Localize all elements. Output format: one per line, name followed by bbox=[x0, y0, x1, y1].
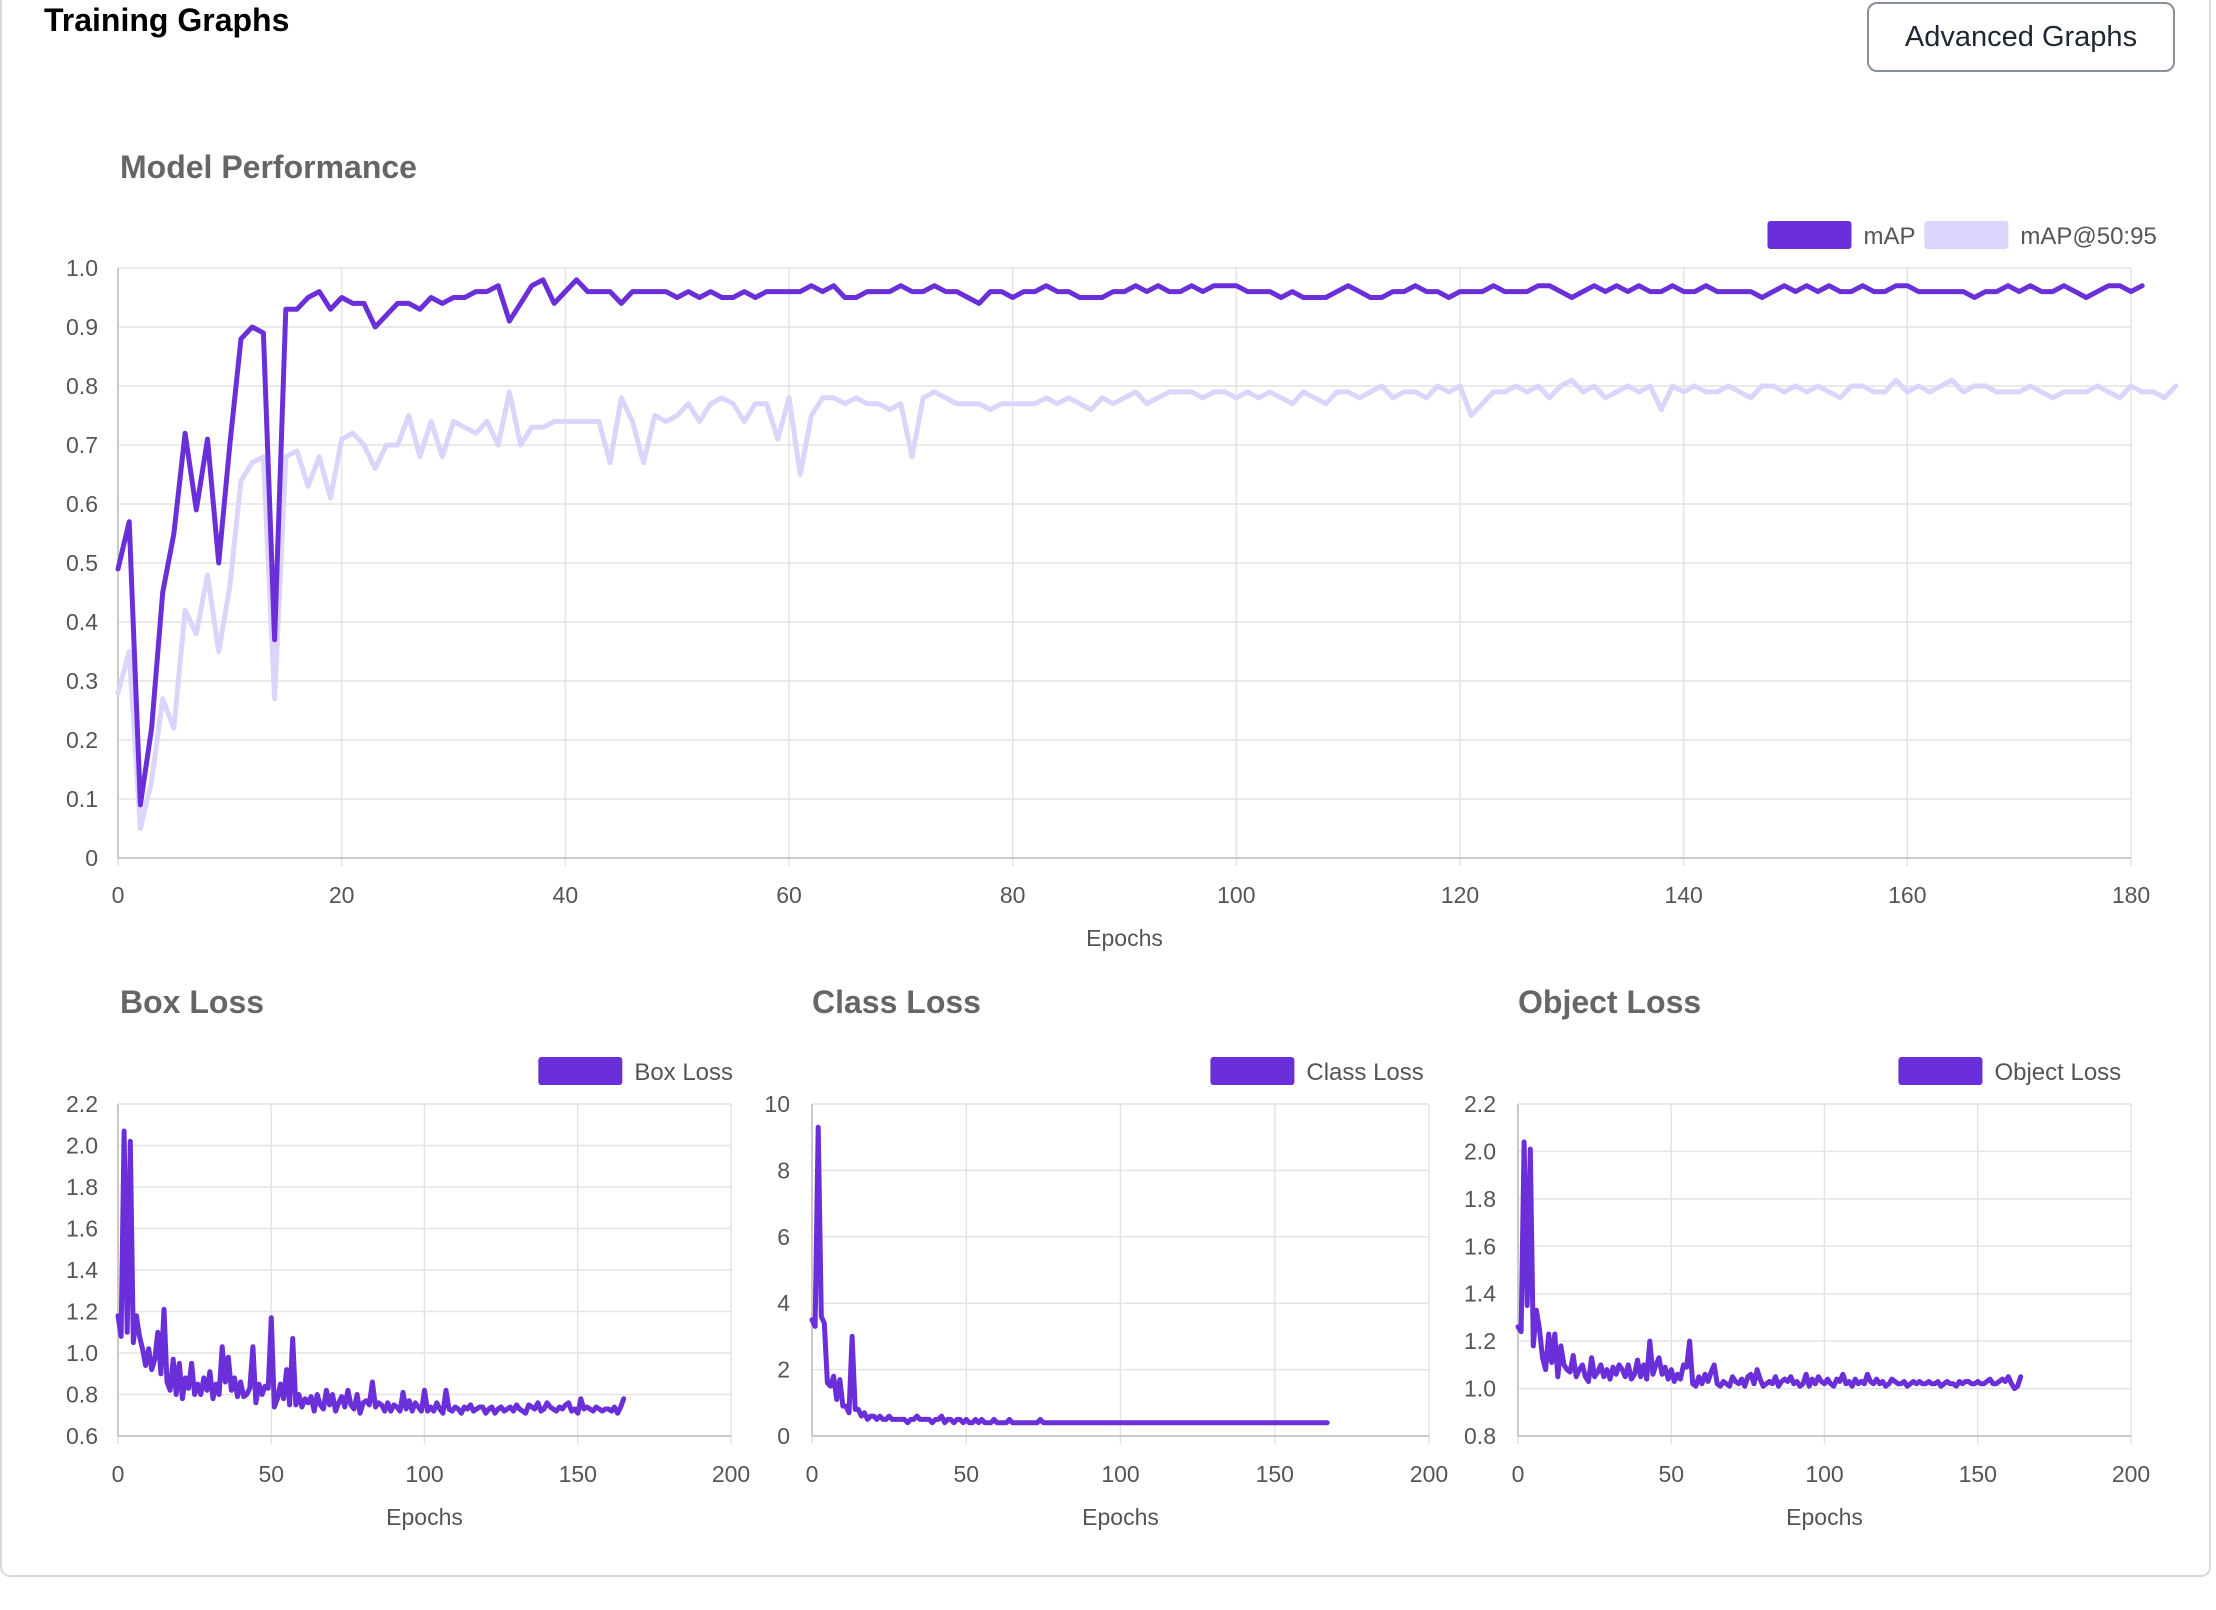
class-chart-title: Class Loss bbox=[812, 984, 981, 1020]
x-tick-label: 0 bbox=[112, 882, 125, 908]
y-tick-label: 10 bbox=[764, 1091, 790, 1117]
y-tick-label: 6 bbox=[777, 1224, 790, 1250]
x-tick-label: 0 bbox=[1512, 1461, 1525, 1487]
x-axis-label: Epochs bbox=[1786, 1504, 1863, 1530]
y-tick-label: 0.8 bbox=[66, 373, 98, 399]
legend-swatch bbox=[538, 1057, 623, 1085]
series-line-map-50-95 bbox=[115, 377, 2179, 831]
y-tick-label: 2.2 bbox=[66, 1091, 98, 1117]
x-tick-label: 80 bbox=[1000, 882, 1026, 908]
y-tick-label: 0.8 bbox=[1464, 1423, 1496, 1449]
x-tick-label: 60 bbox=[776, 882, 802, 908]
advanced-graphs-button[interactable]: Advanced Graphs bbox=[1867, 2, 2175, 72]
legend-label: Box Loss bbox=[634, 1059, 733, 1086]
y-tick-label: 1.2 bbox=[1464, 1328, 1496, 1354]
y-tick-label: 0.3 bbox=[66, 668, 98, 694]
panel-title: Training Graphs bbox=[44, 2, 290, 38]
legend-swatch bbox=[1898, 1057, 1983, 1085]
x-tick-label: 180 bbox=[2112, 882, 2150, 908]
x-tick-label: 200 bbox=[2112, 1461, 2150, 1487]
x-tick-label: 120 bbox=[1441, 882, 1479, 908]
object-chart-title: Object Loss bbox=[1518, 984, 1701, 1020]
x-tick-label: 50 bbox=[953, 1461, 979, 1487]
x-tick-label: 200 bbox=[712, 1461, 750, 1487]
y-tick-label: 2.2 bbox=[1464, 1091, 1496, 1117]
x-tick-label: 0 bbox=[806, 1461, 819, 1487]
y-tick-label: 0.7 bbox=[66, 432, 98, 458]
series-line-map bbox=[115, 277, 2145, 808]
legend-label: Class Loss bbox=[1306, 1059, 1423, 1086]
y-tick-label: 0 bbox=[777, 1423, 790, 1449]
performance-chart: Model Performance 0 0.1 0.2 0.3 0.4 0.5 0.6 0.7 0… bbox=[66, 149, 2179, 951]
x-tick-label: 200 bbox=[1410, 1461, 1448, 1487]
y-tick-label: 0 bbox=[85, 845, 98, 871]
x-tick-label: 140 bbox=[1664, 882, 1702, 908]
x-tick-label: 50 bbox=[1658, 1461, 1684, 1487]
y-tick-label: 1.8 bbox=[1464, 1186, 1496, 1212]
y-tick-label: 0.8 bbox=[66, 1382, 98, 1408]
y-tick-label: 1.0 bbox=[66, 255, 98, 281]
y-tick-label: 0.2 bbox=[66, 727, 98, 753]
y-tick-label: 0.1 bbox=[66, 786, 98, 812]
box-chart: Box Loss 0.6 0.8 1.0 1.2 1.4 1.6 1.8 2.0 2.2 0 50 10… bbox=[66, 984, 750, 1530]
y-tick-label: 1.6 bbox=[1464, 1233, 1496, 1259]
y-tick-label: 2.0 bbox=[66, 1133, 98, 1159]
x-tick-label: 150 bbox=[1256, 1461, 1294, 1487]
series-line-class-loss bbox=[809, 1124, 1330, 1426]
y-tick-label: 1.4 bbox=[1464, 1281, 1496, 1307]
x-tick-label: 100 bbox=[1101, 1461, 1139, 1487]
training-graphs-panel: Training Graphs Advanced Graphs bbox=[0, 0, 2211, 1577]
x-tick-label: 50 bbox=[258, 1461, 284, 1487]
legend-label: Object Loss bbox=[1994, 1059, 2121, 1086]
x-tick-label: 20 bbox=[329, 882, 355, 908]
x-tick-label: 40 bbox=[553, 882, 579, 908]
y-tick-label: 1.8 bbox=[66, 1174, 98, 1200]
y-tick-label: 0.6 bbox=[66, 1423, 98, 1449]
y-tick-label: 1.6 bbox=[66, 1216, 98, 1242]
legend-label: mAP bbox=[1863, 223, 1915, 250]
series-line-object-loss bbox=[1515, 1139, 2024, 1392]
x-tick-label: 100 bbox=[405, 1461, 443, 1487]
y-tick-label: 0.6 bbox=[66, 491, 98, 517]
x-tick-label: 100 bbox=[1217, 882, 1255, 908]
y-tick-label: 0.5 bbox=[66, 550, 98, 576]
y-tick-label: 1.4 bbox=[66, 1257, 98, 1283]
performance-chart-title: Model Performance bbox=[120, 149, 417, 185]
legend-swatch bbox=[1924, 221, 2009, 249]
y-tick-label: 0.4 bbox=[66, 609, 98, 635]
y-tick-label: 1.2 bbox=[66, 1299, 98, 1325]
x-axis-label: Epochs bbox=[386, 1504, 463, 1530]
x-tick-label: 160 bbox=[1888, 882, 1926, 908]
y-tick-label: 1.0 bbox=[66, 1340, 98, 1366]
legend-label: mAP@50:95 bbox=[2020, 223, 2156, 250]
series-line-box-loss bbox=[115, 1128, 627, 1416]
y-tick-label: 2.0 bbox=[1464, 1138, 1496, 1164]
legend-swatch bbox=[1210, 1057, 1295, 1085]
x-tick-label: 100 bbox=[1805, 1461, 1843, 1487]
y-tick-label: 1.0 bbox=[1464, 1376, 1496, 1402]
x-tick-label: 150 bbox=[1959, 1461, 1997, 1487]
y-tick-label: 2 bbox=[777, 1357, 790, 1383]
x-axis-label: Epochs bbox=[1082, 1504, 1159, 1530]
box-chart-title: Box Loss bbox=[120, 984, 264, 1020]
legend-swatch bbox=[1767, 221, 1852, 249]
x-tick-label: 0 bbox=[112, 1461, 125, 1487]
y-tick-label: 8 bbox=[777, 1157, 790, 1183]
object-chart: Object Loss 0.8 1.0 1.2 1.4 1.6 1.8 2.0 2.2 0 50 10… bbox=[1464, 984, 2150, 1530]
y-tick-label: 0.9 bbox=[66, 314, 98, 340]
y-tick-label: 4 bbox=[777, 1290, 790, 1316]
x-axis-label: Epochs bbox=[1086, 925, 1163, 951]
x-tick-label: 150 bbox=[559, 1461, 597, 1487]
